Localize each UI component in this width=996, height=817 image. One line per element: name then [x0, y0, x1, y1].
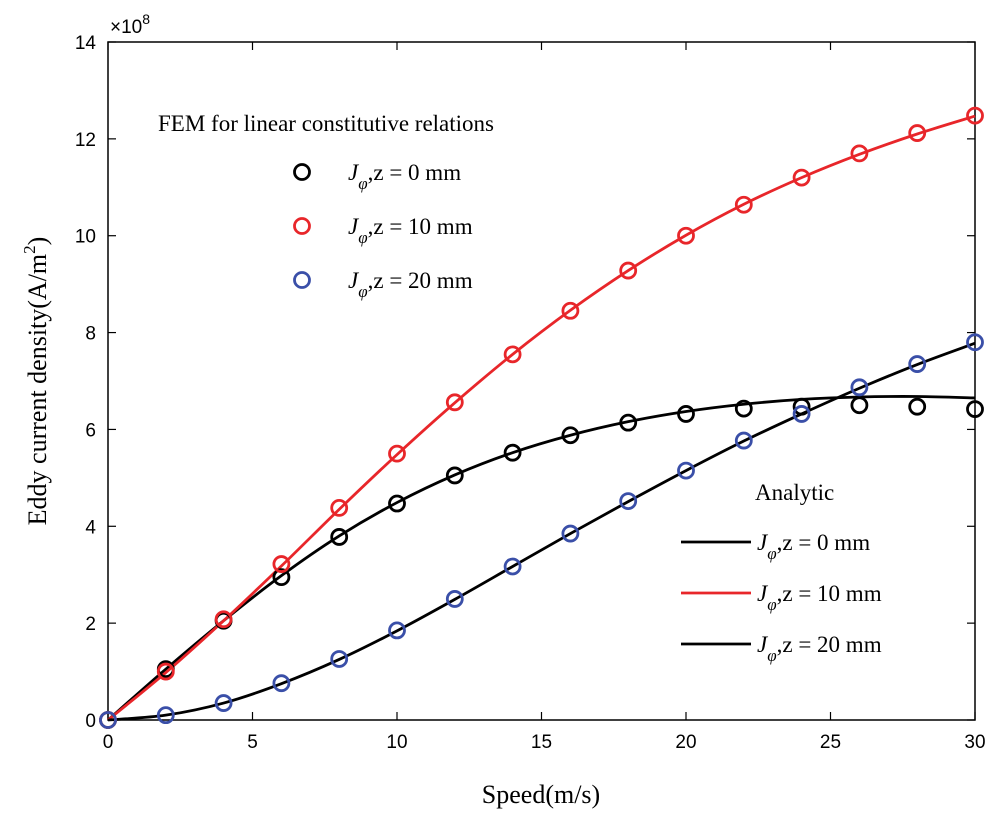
analytic-line-1: [107, 395, 976, 722]
analytic-legend-label-3: Jφ,z = 20 mm: [757, 632, 882, 665]
fem-marker-2: [214, 610, 233, 629]
fem-marker-2: [850, 144, 869, 163]
fem-legend-title: FEM for linear constitutive relations: [158, 111, 494, 136]
legend-fem: FEM for linear constitutive relations Jφ…: [158, 111, 494, 301]
x-axis-label: Speed(m/s): [482, 780, 600, 809]
fem-marker-1: [734, 399, 753, 418]
fem-marker-3: [850, 378, 869, 397]
x-tick-label: 0: [103, 732, 114, 753]
y-tick-label: 10: [75, 227, 96, 248]
fem-marker-2: [908, 124, 927, 142]
fem-marker-2: [792, 168, 811, 187]
fem-marker-2: [388, 444, 406, 463]
fem-marker-1: [619, 413, 638, 432]
analytic-legend-label-1: Jφ,z = 0 mm: [757, 530, 870, 563]
y-tick-label: 2: [85, 614, 96, 635]
x-tick-label: 20: [675, 732, 696, 753]
fem-marker-2: [330, 498, 349, 517]
fem-marker-3: [214, 694, 233, 712]
y-tick-label: 6: [85, 420, 96, 441]
fem-marker-1: [966, 400, 984, 418]
fem-marker-1: [272, 568, 291, 587]
legend-analytic: Analytic Jφ,z = 0 mm Jφ,z = 10 mm Jφ,z = 2…: [681, 480, 882, 665]
analytic-legend-label-2: Jφ,z = 10 mm: [757, 581, 882, 614]
fem-marker-3: [966, 333, 984, 352]
y-multiplier: ×108: [110, 11, 150, 38]
x-tick-label: 25: [820, 732, 841, 753]
fem-marker-2: [966, 106, 984, 125]
fem-legend-label-2: Jφ,z = 10 mm: [348, 214, 473, 247]
analytic-line-3: [107, 341, 976, 722]
fem-marker-3: [156, 706, 175, 725]
plot-frame: [107, 41, 976, 721]
fem-legend-label-1: Jφ,z = 0 mm: [348, 160, 461, 193]
fem-legend-label-3: Jφ,z = 20 mm: [348, 268, 473, 301]
y-tick-label: 14: [75, 33, 97, 54]
fem-marker-1: [792, 397, 811, 416]
fem-marker-3: [908, 355, 927, 373]
fem-marker-2: [734, 195, 753, 214]
fem-marker-2: [677, 226, 695, 245]
fem-marker-1: [850, 396, 869, 415]
fem-marker-1: [503, 443, 522, 462]
fem-marker-2: [445, 393, 464, 412]
x-tick-label: 30: [964, 732, 985, 753]
y-tick-label: 4: [85, 517, 96, 538]
fem-marker-3: [561, 524, 580, 543]
fem-marker-1: [908, 397, 927, 416]
y-axis-label: Eddy current density(A/m2): [20, 237, 52, 526]
fem-marker-1: [330, 528, 349, 546]
x-tick-label: 10: [386, 732, 407, 753]
analytic-line-2: [107, 114, 976, 722]
fem-marker-2: [503, 345, 522, 364]
fem-marker-3: [99, 711, 117, 729]
fem-marker-2: [156, 662, 175, 681]
fem-marker-1: [677, 405, 695, 423]
fem-marker-3: [677, 461, 695, 480]
fem-marker-3: [792, 405, 811, 423]
fem-legend-marker-3: [293, 271, 311, 289]
fem-marker-3: [330, 650, 349, 668]
y-tick-label: 8: [85, 324, 96, 345]
fem-marker-2: [619, 261, 638, 280]
fem-legend-marker-1: [293, 163, 311, 181]
fem-marker-1: [445, 466, 464, 485]
fem-legend-marker-2: [293, 217, 311, 235]
fem-marker-3: [619, 492, 638, 511]
fem-marker-3: [272, 674, 291, 693]
analytic-legend-title: Analytic: [755, 480, 834, 505]
fem-marker-3: [445, 590, 464, 608]
fem-marker-2: [561, 301, 580, 320]
fem-marker-3: [734, 431, 753, 450]
x-tick-label: 5: [247, 732, 258, 753]
y-tick-label: 0: [85, 711, 96, 732]
fem-marker-3: [388, 621, 406, 640]
fem-marker-1: [388, 494, 406, 513]
fem-marker-1: [561, 426, 580, 445]
x-tick-label: 15: [531, 732, 552, 753]
y-tick-label: 12: [75, 130, 96, 151]
fem-marker-3: [503, 557, 522, 576]
fem-marker-2: [272, 555, 291, 573]
